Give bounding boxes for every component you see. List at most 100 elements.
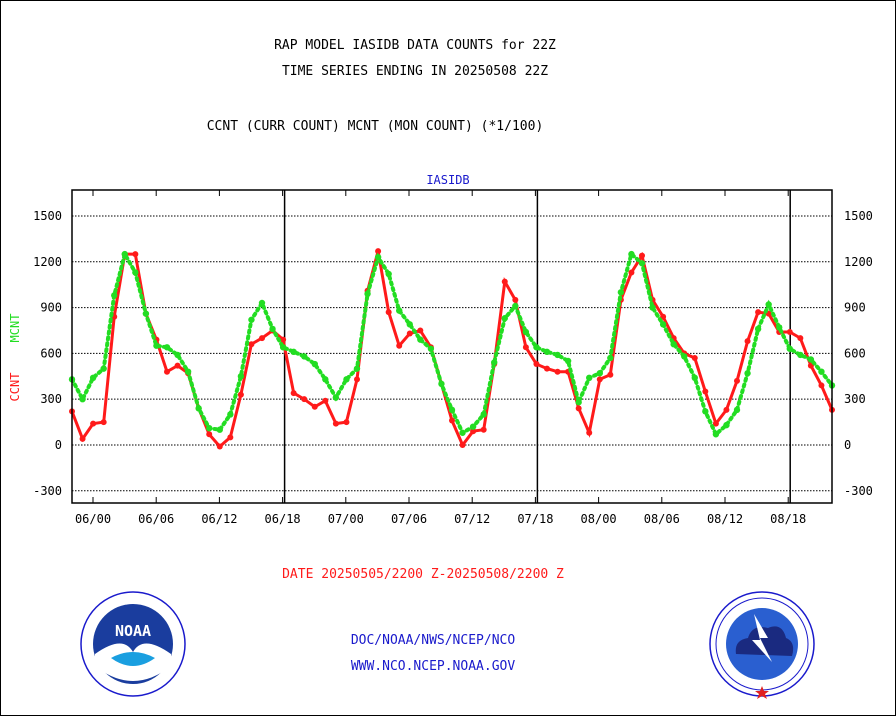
data-point-ccnt — [206, 431, 213, 438]
x-tick-label: 08/18 — [770, 512, 806, 526]
data-point-ccnt — [797, 335, 804, 342]
data-point-mcnt — [754, 325, 762, 333]
data-point-mcnt — [174, 351, 181, 359]
data-point-mcnt — [607, 354, 614, 362]
data-point-mcnt — [448, 406, 456, 414]
data-point-mcnt — [364, 290, 371, 298]
data-point-mcnt — [195, 405, 202, 412]
data-point-ccnt — [259, 335, 265, 342]
series-layer — [68, 248, 836, 450]
data-point-ccnt — [607, 371, 614, 378]
data-point-ccnt — [660, 313, 667, 320]
data-point-ccnt — [343, 419, 350, 426]
data-point-mcnt — [438, 380, 445, 388]
y-axis-label-ccnt: CCNT — [8, 373, 22, 402]
data-point-mcnt — [279, 344, 287, 351]
data-point-ccnt — [417, 327, 424, 334]
x-tick-label: 08/00 — [581, 512, 617, 526]
data-point-mcnt — [269, 325, 276, 333]
data-point-mcnt — [797, 351, 804, 359]
data-point-mcnt — [691, 374, 698, 381]
data-point-mcnt — [290, 348, 297, 356]
data-point-mcnt — [248, 316, 255, 323]
data-point-ccnt — [332, 420, 339, 427]
data-point-mcnt — [216, 426, 223, 433]
data-point-ccnt — [449, 417, 455, 424]
data-point-ccnt — [100, 419, 107, 426]
y-tick-label-right: 600 — [844, 346, 866, 360]
data-point-ccnt — [406, 330, 413, 337]
data-point-mcnt — [163, 344, 171, 351]
data-point-ccnt — [470, 428, 477, 435]
data-point-mcnt — [332, 394, 340, 401]
x-tick-label: 06/18 — [265, 512, 301, 526]
data-point-mcnt — [543, 348, 551, 356]
data-point-mcnt — [522, 328, 530, 336]
x-tick-label: 07/06 — [391, 512, 427, 526]
x-tick-label: 06/00 — [75, 512, 111, 526]
data-point-ccnt — [628, 269, 635, 276]
data-point-ccnt — [501, 278, 508, 285]
data-point-mcnt — [396, 307, 403, 314]
data-point-ccnt — [237, 391, 244, 398]
data-point-mcnt — [480, 411, 487, 418]
y-tick-label-right: 0 — [844, 438, 851, 452]
x-axis-label: DATE 20250505/2200 Z-20250508/2200 Z — [282, 567, 564, 582]
data-point-mcnt — [184, 368, 192, 375]
data-point-ccnt — [639, 252, 645, 259]
data-point-ccnt — [786, 328, 793, 335]
data-point-mcnt — [628, 250, 635, 258]
x-tick-label: 06/06 — [138, 512, 174, 526]
data-point-ccnt — [375, 248, 382, 255]
data-point-mcnt — [100, 365, 107, 372]
data-point-ccnt — [702, 388, 709, 395]
data-point-mcnt — [417, 336, 424, 343]
x-tick-label: 08/06 — [644, 512, 680, 526]
chart-subtitle: CCNT (CURR COUNT) MCNT (MON COUNT) (*1/1… — [206, 119, 544, 134]
data-point-ccnt — [723, 406, 730, 413]
data-point-mcnt — [206, 424, 213, 432]
data-point-ccnt — [512, 296, 519, 303]
data-point-mcnt — [564, 357, 572, 365]
data-point-ccnt — [554, 368, 561, 375]
data-point-mcnt — [322, 376, 329, 383]
data-point-ccnt — [755, 309, 762, 316]
data-point-ccnt — [586, 429, 593, 436]
footer-agency: DOC/NOAA/NWS/NCEP/NCO — [350, 633, 516, 648]
data-point-mcnt — [501, 315, 508, 322]
label-layer: -300 -300 0 0 300 300 600 600 900 900 1200 1200 1500… — [33, 209, 873, 526]
y-tick-label-right: 300 — [844, 392, 866, 406]
data-point-ccnt — [311, 403, 318, 410]
data-point-ccnt — [164, 368, 170, 375]
data-point-ccnt — [522, 344, 529, 351]
nws-logo — [709, 591, 815, 699]
data-point-mcnt — [533, 344, 540, 351]
grid-layer — [72, 190, 832, 503]
data-point-mcnt — [512, 302, 519, 310]
data-point-ccnt — [691, 354, 698, 361]
footer-website[interactable]: WWW.NCO.NCEP.NOAA.GOV — [350, 659, 516, 674]
plot-border — [71, 189, 833, 504]
data-point-mcnt — [301, 353, 308, 360]
data-point-mcnt — [79, 395, 86, 403]
data-point-ccnt — [744, 338, 751, 345]
data-point-mcnt — [406, 321, 413, 328]
data-point-mcnt — [469, 423, 477, 430]
data-point-mcnt — [385, 270, 392, 278]
data-point-ccnt — [227, 434, 234, 441]
panel-title: IASIDB — [426, 173, 469, 187]
data-point-ccnt — [290, 390, 297, 397]
data-point-mcnt — [343, 376, 350, 383]
data-point-ccnt — [459, 441, 466, 448]
data-point-mcnt — [153, 342, 160, 349]
y-tick-label-left: 300 — [40, 392, 62, 406]
data-point-mcnt — [617, 289, 625, 296]
data-point-mcnt — [776, 324, 783, 331]
data-point-mcnt — [258, 299, 266, 307]
data-point-ccnt — [301, 396, 308, 403]
data-point-mcnt — [554, 351, 561, 359]
data-point-mcnt — [491, 359, 498, 366]
data-point-mcnt — [670, 341, 677, 348]
data-point-mcnt — [638, 260, 646, 267]
data-point-ccnt — [818, 382, 825, 389]
